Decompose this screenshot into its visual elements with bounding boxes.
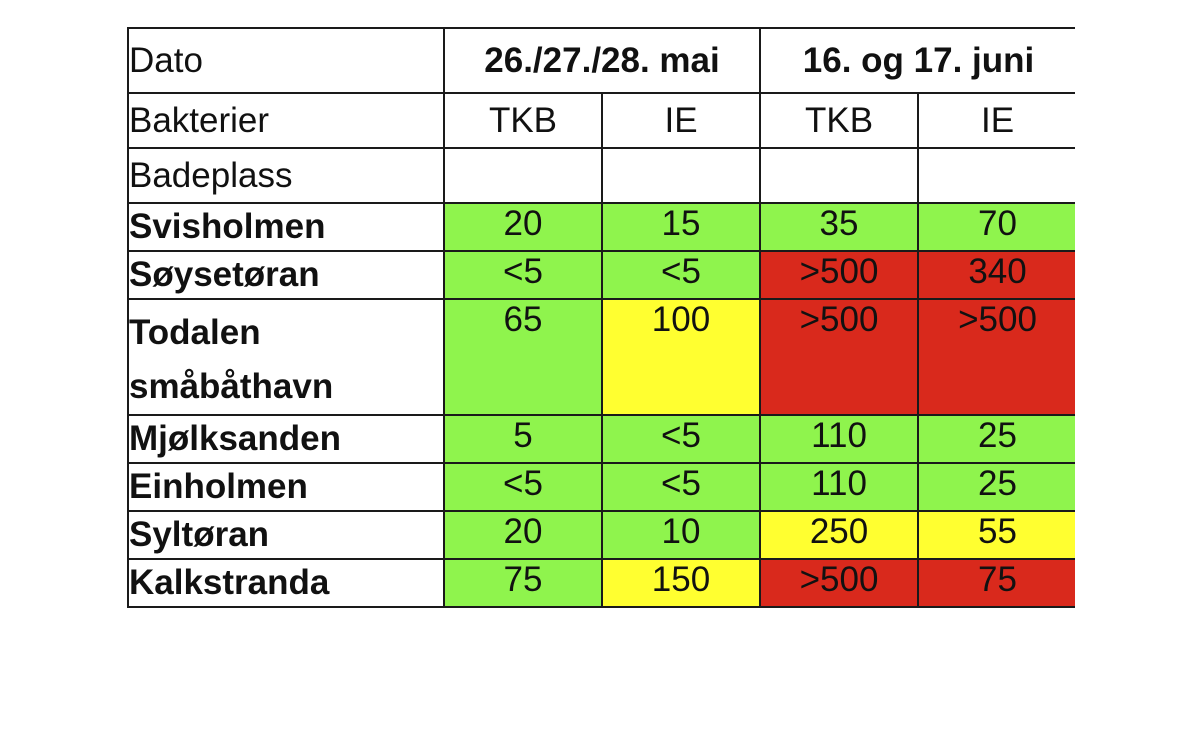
bacteria-table-container: Dato 26./27./28. mai 16. og 17. juni Bak… bbox=[127, 27, 1075, 640]
place-label: Badeplass bbox=[127, 147, 445, 204]
value-cell: 250 bbox=[759, 510, 920, 560]
value-cell: 15 bbox=[600, 202, 762, 252]
value-cell: 65 bbox=[443, 298, 603, 416]
value-cell: 340 bbox=[917, 250, 1075, 300]
empty-cell bbox=[600, 147, 762, 204]
header-row-place: Badeplass bbox=[127, 147, 1075, 204]
table-row: Syltøran 20 10 250 55 bbox=[127, 510, 1075, 560]
header-row-date: Dato 26./27./28. mai 16. og 17. juni bbox=[127, 27, 1075, 94]
value-cell: >500 bbox=[917, 298, 1075, 416]
period-2-header: 16. og 17. juni bbox=[759, 27, 1075, 94]
value-cell: 20 bbox=[443, 202, 603, 252]
bacteria-results-table: Dato 26./27./28. mai 16. og 17. juni Bak… bbox=[127, 27, 1075, 608]
bacteria-label: Bakterier bbox=[127, 92, 445, 149]
value-cell: 5 bbox=[443, 414, 603, 464]
table-row: Søysetøran <5 <5 >500 340 bbox=[127, 250, 1075, 300]
value-cell: >500 bbox=[759, 250, 920, 300]
col-header-ie-1: IE bbox=[600, 92, 762, 149]
place-name: Svisholmen bbox=[127, 202, 445, 252]
value-cell: >500 bbox=[759, 298, 920, 416]
place-name: Kalkstranda bbox=[127, 558, 445, 608]
value-cell: <5 bbox=[443, 462, 603, 512]
header-row-bacteria: Bakterier TKB IE TKB IE bbox=[127, 92, 1075, 149]
value-cell: 20 bbox=[443, 510, 603, 560]
table-row: Kalkstranda 75 150 >500 75 bbox=[127, 558, 1075, 608]
value-cell: 110 bbox=[759, 414, 920, 464]
table-row: Mjølksanden 5 <5 110 25 bbox=[127, 414, 1075, 464]
date-label: Dato bbox=[127, 27, 445, 94]
place-name: Einholmen bbox=[127, 462, 445, 512]
value-cell: <5 bbox=[600, 414, 762, 464]
table-row: Einholmen <5 <5 110 25 bbox=[127, 462, 1075, 512]
place-name: Syltøran bbox=[127, 510, 445, 560]
value-cell: 150 bbox=[600, 558, 762, 608]
place-name: Mjølksanden bbox=[127, 414, 445, 464]
value-cell: 70 bbox=[917, 202, 1075, 252]
value-cell: >500 bbox=[759, 558, 920, 608]
value-cell: 75 bbox=[917, 558, 1075, 608]
table-row: Svisholmen 20 15 35 70 bbox=[127, 202, 1075, 252]
value-cell: <5 bbox=[600, 462, 762, 512]
value-cell: 75 bbox=[443, 558, 603, 608]
empty-cell bbox=[443, 147, 603, 204]
table-row: Todalen småbåthavn 65 100 >500 >500 bbox=[127, 298, 1075, 416]
col-header-tkb-2: TKB bbox=[759, 92, 920, 149]
empty-cell bbox=[917, 147, 1075, 204]
value-cell: 110 bbox=[759, 462, 920, 512]
value-cell: <5 bbox=[443, 250, 603, 300]
value-cell: 25 bbox=[917, 462, 1075, 512]
value-cell: 10 bbox=[600, 510, 762, 560]
period-1-header: 26./27./28. mai bbox=[442, 27, 762, 94]
empty-cell bbox=[759, 147, 920, 204]
col-header-ie-2: IE bbox=[917, 92, 1075, 149]
value-cell: 100 bbox=[600, 298, 762, 416]
place-name: Søysetøran bbox=[127, 250, 445, 300]
col-header-tkb-1: TKB bbox=[443, 92, 603, 149]
value-cell: 25 bbox=[917, 414, 1075, 464]
value-cell: 55 bbox=[917, 510, 1075, 560]
place-name: Todalen småbåthavn bbox=[127, 298, 445, 416]
value-cell: 35 bbox=[759, 202, 920, 252]
value-cell: <5 bbox=[600, 250, 762, 300]
